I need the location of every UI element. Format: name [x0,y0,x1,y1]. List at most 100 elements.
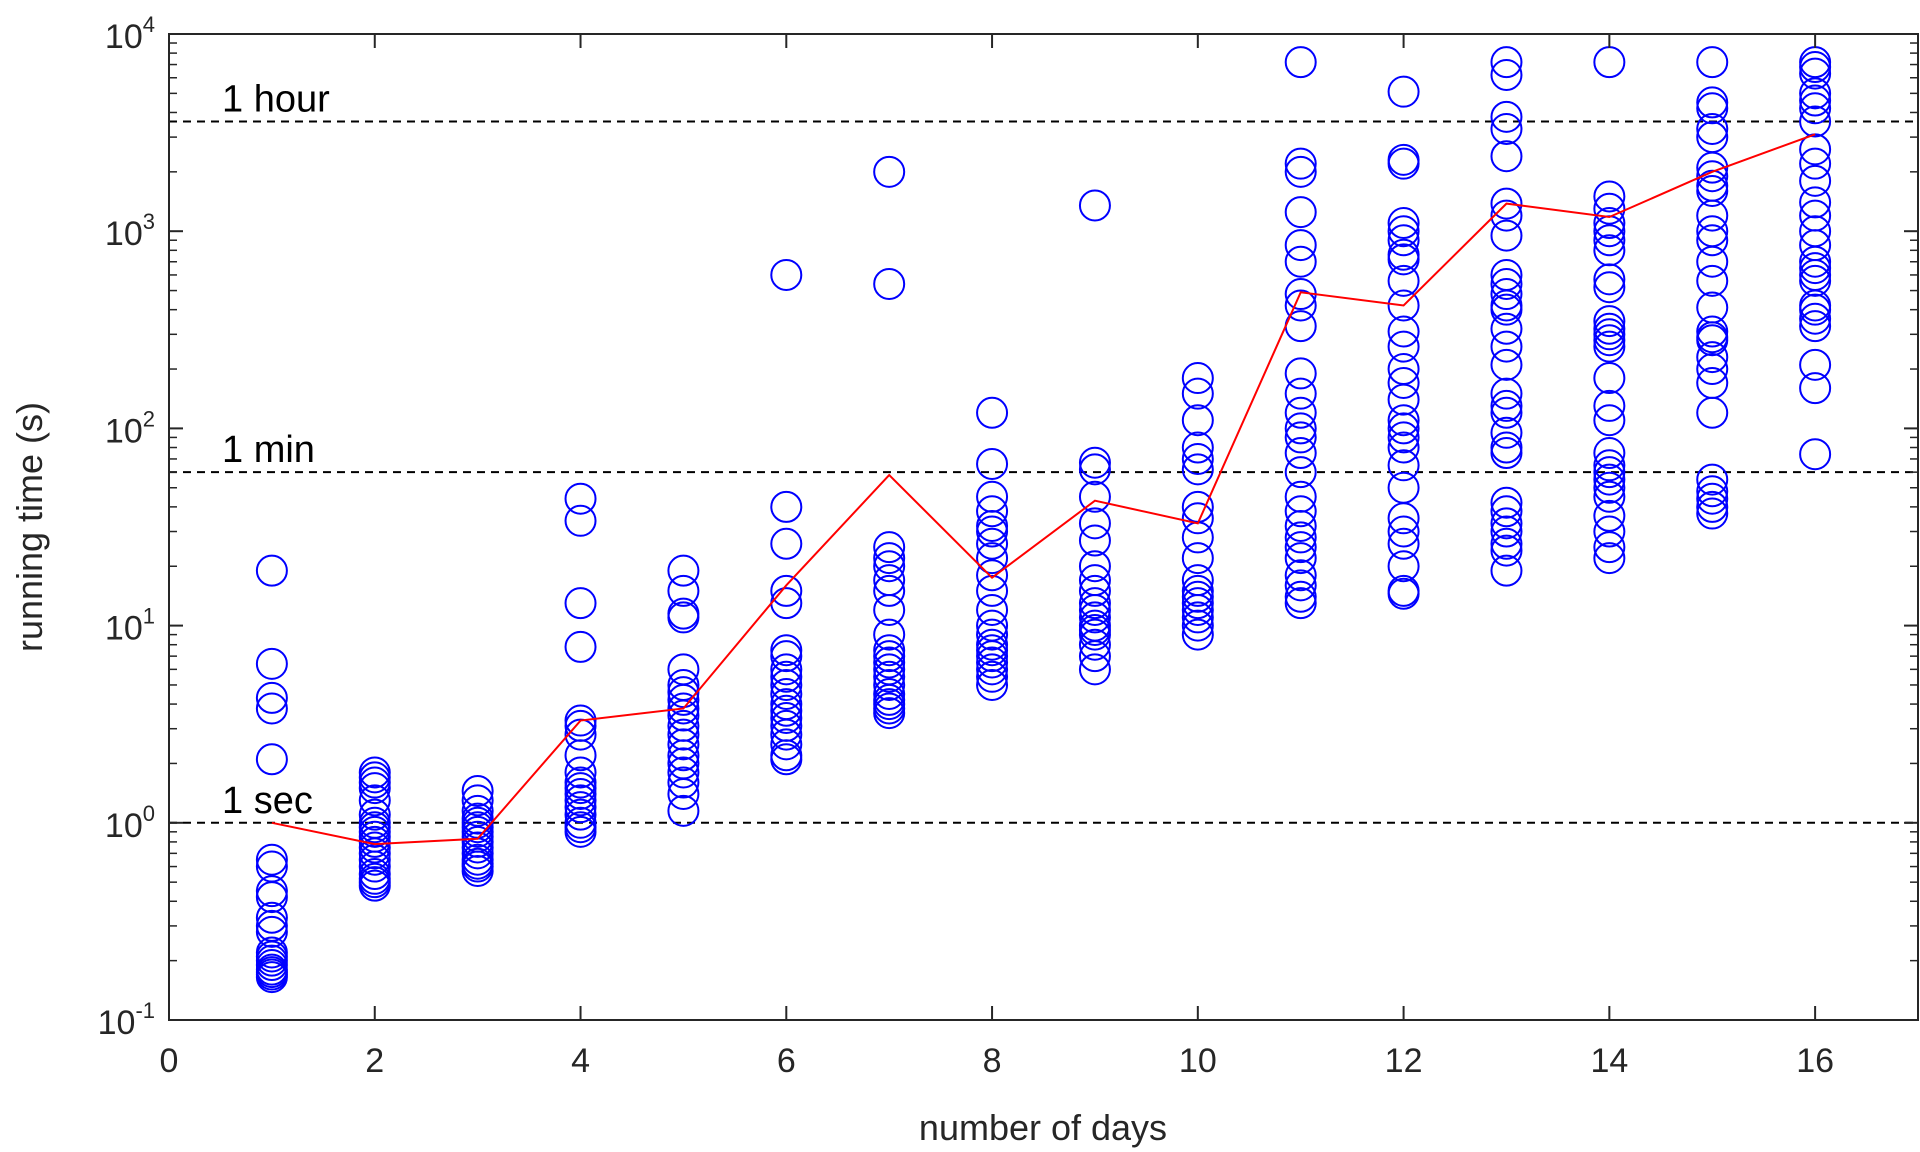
data-point [1593,192,1626,225]
data-point [1284,196,1317,229]
data-point [770,743,803,776]
data-point [1078,587,1111,620]
data-point [1490,219,1523,252]
data-point [1078,453,1111,486]
data-point [564,482,597,515]
data-point [667,739,700,772]
data-point [1696,46,1729,79]
x-tick-label: 2 [365,1042,384,1080]
data-point [1078,640,1111,673]
data-point [1284,245,1317,278]
data-point [1490,258,1523,291]
data-point [1593,471,1626,504]
data-point [1490,507,1523,540]
data-point [1696,475,1729,508]
data-point [564,630,597,663]
data-point [770,728,803,761]
data-point [770,490,803,523]
data-point [1593,207,1626,240]
data-point [1490,100,1523,133]
data-point [1490,416,1523,449]
data-point [1593,456,1626,489]
data-point [461,784,494,817]
data-point [1696,324,1729,357]
data-point [667,676,700,709]
data-point [461,831,494,864]
data-point [1387,577,1420,610]
data-point [358,837,391,870]
reference-line-label: 1 hour [222,78,330,120]
data-point [667,692,700,725]
data-point [358,869,391,902]
data-point [1490,534,1523,567]
data-point [873,593,906,626]
data-point [976,515,1009,548]
data-point [667,554,700,587]
data-point [1593,271,1626,304]
x-tick-label: 6 [777,1042,796,1080]
data-point [1284,357,1317,390]
data-point [1181,609,1214,642]
data-point [1490,330,1523,363]
data-point [1696,482,1729,515]
data-point [1181,580,1214,613]
data-point [1387,207,1420,240]
data-point [770,574,803,607]
data-point [1387,330,1420,363]
data-point [770,527,803,560]
data-point [255,915,288,948]
data-point [1490,140,1523,173]
data-point [1696,224,1729,257]
plot-frame [168,33,1919,1021]
data-point [1593,318,1626,351]
data-point [873,550,906,583]
data-point [1181,574,1214,607]
data-point [1284,421,1317,454]
data-point [667,574,700,607]
data-point [1593,515,1626,548]
data-point [976,542,1009,575]
x-axis-label: number of days [919,1107,1167,1148]
data-point [1284,377,1317,410]
data-point [976,668,1009,701]
data-point [1490,515,1523,548]
data-point [1284,569,1317,602]
data-point [976,559,1009,592]
data-point [770,701,803,734]
data-point [358,772,391,805]
data-point [564,791,597,824]
data-point [1181,431,1214,464]
data-point [1181,601,1214,634]
data-point [1799,51,1832,84]
y-tick-label: 103 [105,209,155,253]
data-point [770,640,803,673]
data-point [1490,293,1523,326]
data-point [255,843,288,876]
data-point [1696,112,1729,145]
data-point [1490,312,1523,345]
data-point [564,815,597,848]
data-point [1387,550,1420,583]
data-point [255,909,288,942]
reference-line-label: 1 min [222,429,315,471]
data-point [564,772,597,805]
data-point [1696,315,1729,348]
data-point [1799,252,1832,285]
data-point [1593,305,1626,338]
data-point [770,587,803,620]
data-point [976,640,1009,673]
x-tick-label: 8 [983,1042,1002,1080]
data-point [1181,442,1214,475]
data-point [1490,278,1523,311]
data-point [1593,531,1626,564]
data-point [1078,507,1111,540]
data-point [667,747,700,780]
data-point [1799,293,1832,326]
data-point [1593,437,1626,470]
data-point [255,743,288,776]
data-point [873,267,906,300]
data-point [1696,199,1729,232]
data-point [1696,174,1729,207]
data-point [1181,404,1214,437]
